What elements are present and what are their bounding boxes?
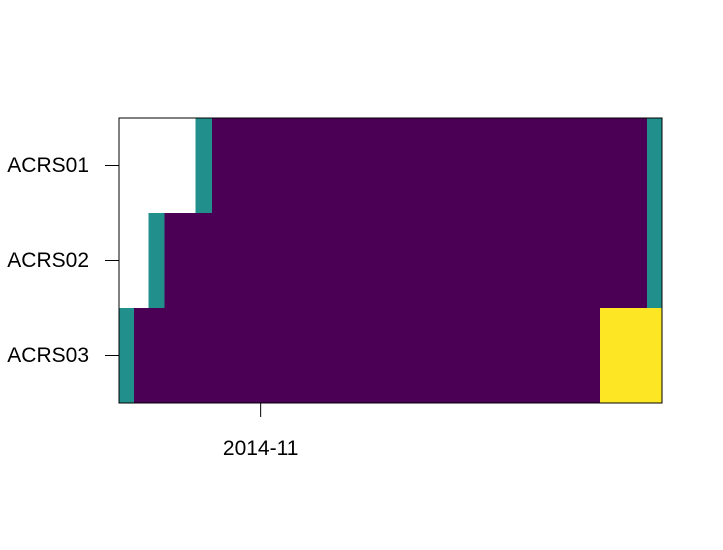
y-tick-label-acrs03: ACRS03	[7, 344, 89, 367]
plot-frame	[118, 117, 663, 404]
heatmap-cell-acrs01-1	[211, 118, 648, 213]
heatmap-cell-acrs03-0	[119, 308, 134, 403]
heatmap-cell-acrs03-1	[133, 308, 601, 403]
heatmap-cell-acrs02-1	[164, 213, 648, 308]
heatmap-cell-acrs02-2	[647, 213, 662, 308]
x-axis: 2014-11	[223, 403, 299, 460]
heatmap-cell-acrs02-0	[148, 213, 165, 308]
x-tick-label-0: 2014-11	[223, 437, 299, 460]
y-tick-label-acrs02: ACRS02	[7, 249, 89, 272]
y-tick-label-acrs01: ACRS01	[7, 154, 89, 177]
heatmap-cell-acrs01-0	[195, 118, 212, 213]
heatmap-cell-acrs03-2	[600, 308, 662, 403]
heatmap-cell-acrs01-2	[647, 118, 662, 213]
heatmap-cells	[119, 118, 662, 403]
row-labels: ACRS01 ACRS02 ACRS03	[7, 154, 119, 367]
